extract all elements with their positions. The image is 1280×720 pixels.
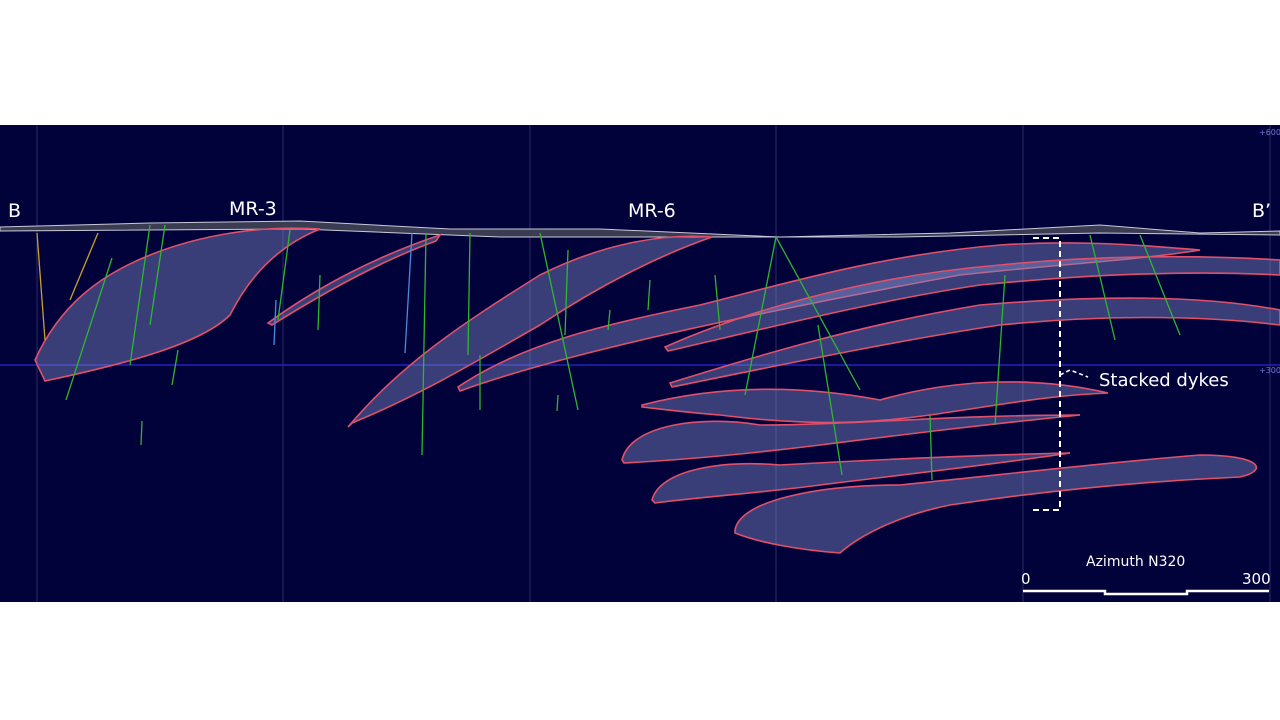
- stacked-dykes-annotation: Stacked dykes: [1099, 370, 1229, 391]
- elevation-tick-600: +600: [1259, 128, 1280, 137]
- section-start-label: B: [8, 200, 21, 222]
- cross-section-panel: +600 +300: [0, 125, 1280, 602]
- section-end-label: B’: [1252, 200, 1271, 222]
- topography-surface: [0, 220, 1280, 238]
- scale-bar-min: 0: [1021, 570, 1031, 588]
- elevation-tick-300: +300: [1259, 366, 1280, 375]
- stacked-dykes-leader: [1059, 369, 1089, 378]
- scale-bar-max: 300: [1242, 570, 1271, 588]
- drillhole-label-mr6: MR-6: [628, 200, 676, 222]
- cross-section-canvas: +600 +300: [0, 125, 1280, 602]
- dykes: [34, 227, 1280, 554]
- scale-bar: Azimuth N320 0 300: [1021, 554, 1271, 596]
- drillholes: [36, 224, 1181, 481]
- drillhole-label-mr3: MR-3: [229, 198, 277, 220]
- scale-bar-title: Azimuth N320: [1086, 554, 1185, 570]
- grid-lines: [36, 125, 1271, 602]
- stacked-dykes-bracket: [1033, 237, 1061, 511]
